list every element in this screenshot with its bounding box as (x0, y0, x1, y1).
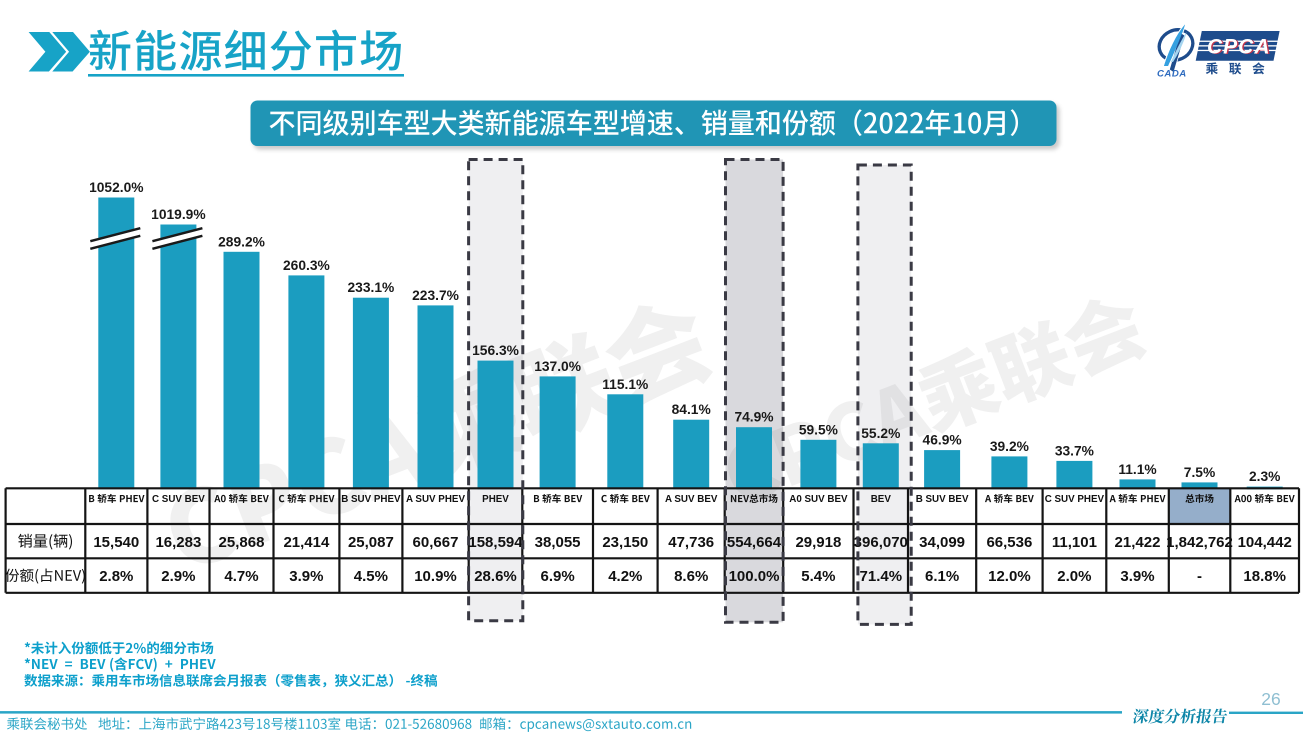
svg-text:260.3%: 260.3% (283, 258, 330, 273)
svg-text:CPCA: CPCA (1209, 36, 1273, 59)
svg-text:6.1%: 6.1% (925, 568, 959, 585)
svg-text:11,101: 11,101 (1052, 534, 1097, 551)
svg-text:1019.9%: 1019.9% (151, 207, 205, 222)
svg-text:5.4%: 5.4% (801, 568, 835, 585)
svg-text:223.7%: 223.7% (412, 288, 459, 303)
svg-text:10.9%: 10.9% (414, 568, 457, 585)
svg-text:46.9%: 46.9% (923, 433, 962, 448)
svg-text:4.2%: 4.2% (608, 568, 642, 585)
svg-text:396,070: 396,070 (854, 534, 908, 551)
svg-text:137.0%: 137.0% (534, 359, 581, 374)
svg-text:1052.0%: 1052.0% (89, 180, 143, 195)
svg-text:16,283: 16,283 (155, 534, 201, 551)
svg-text:A SUV BEV: A SUV BEV (665, 494, 718, 505)
svg-text:21,422: 21,422 (1115, 534, 1161, 551)
svg-text:104,442: 104,442 (1238, 534, 1292, 551)
svg-text:25,087: 25,087 (348, 534, 394, 551)
svg-text:71.4%: 71.4% (860, 568, 903, 585)
svg-text:55.2%: 55.2% (861, 426, 900, 441)
svg-text:60,667: 60,667 (413, 534, 459, 551)
svg-text:CPCA: CPCA (1207, 36, 1271, 59)
svg-text:2.8%: 2.8% (99, 568, 133, 585)
svg-text:39.2%: 39.2% (990, 439, 1029, 454)
svg-text:156.3%: 156.3% (472, 343, 519, 358)
svg-text:554,664: 554,664 (727, 534, 782, 551)
svg-text:3.9%: 3.9% (1120, 568, 1154, 585)
svg-text:4.5%: 4.5% (354, 568, 388, 585)
svg-text:8.6%: 8.6% (674, 568, 708, 585)
svg-text:233.1%: 233.1% (348, 280, 395, 295)
svg-text:29,918: 29,918 (795, 534, 841, 551)
svg-text:100.0%: 100.0% (729, 568, 780, 585)
svg-text:38,055: 38,055 (535, 534, 581, 551)
svg-text:115.1%: 115.1% (602, 377, 648, 392)
svg-text:4.7%: 4.7% (224, 568, 258, 585)
svg-text:74.9%: 74.9% (734, 410, 773, 425)
svg-text:84.1%: 84.1% (672, 402, 711, 417)
svg-text:2.3%: 2.3% (1249, 469, 1280, 484)
svg-text:3.9%: 3.9% (289, 568, 323, 585)
svg-text:CADA: CADA (1157, 69, 1187, 80)
svg-text:15,540: 15,540 (93, 534, 139, 551)
svg-text:25,868: 25,868 (219, 534, 265, 551)
svg-text:-: - (1197, 568, 1202, 585)
svg-text:289.2%: 289.2% (218, 234, 265, 249)
svg-text:12.0%: 12.0% (988, 568, 1031, 585)
svg-text:2.0%: 2.0% (1057, 568, 1091, 585)
svg-text:11.1%: 11.1% (1118, 462, 1156, 477)
svg-text:28.6%: 28.6% (474, 568, 517, 585)
svg-text:59.5%: 59.5% (799, 422, 838, 437)
svg-text:PHEV: PHEV (482, 494, 509, 505)
svg-text:7.5%: 7.5% (1184, 465, 1215, 480)
svg-text:158,594: 158,594 (468, 534, 523, 551)
svg-text:B SUV PHEV: B SUV PHEV (341, 494, 401, 505)
svg-text:A0 SUV BEV: A0 SUV BEV (789, 494, 848, 505)
svg-text:33.7%: 33.7% (1055, 443, 1094, 458)
svg-text:C SUV PHEV: C SUV PHEV (1045, 494, 1105, 505)
svg-text:18.8%: 18.8% (1243, 568, 1286, 585)
svg-text:2.9%: 2.9% (161, 568, 195, 585)
svg-text:66,536: 66,536 (986, 534, 1032, 551)
svg-text:23,150: 23,150 (602, 534, 648, 551)
svg-text:26: 26 (1261, 689, 1280, 709)
svg-text:34,099: 34,099 (919, 534, 965, 551)
svg-text:A SUV PHEV: A SUV PHEV (406, 494, 465, 505)
svg-text:47,736: 47,736 (668, 534, 714, 551)
svg-text:21,414: 21,414 (283, 534, 330, 551)
svg-text:C SUV BEV: C SUV BEV (152, 494, 205, 505)
svg-text:1,842,762: 1,842,762 (1166, 534, 1233, 551)
svg-text:BEV: BEV (871, 494, 892, 505)
svg-text:6.9%: 6.9% (540, 568, 574, 585)
svg-text:B SUV BEV: B SUV BEV (916, 494, 969, 505)
